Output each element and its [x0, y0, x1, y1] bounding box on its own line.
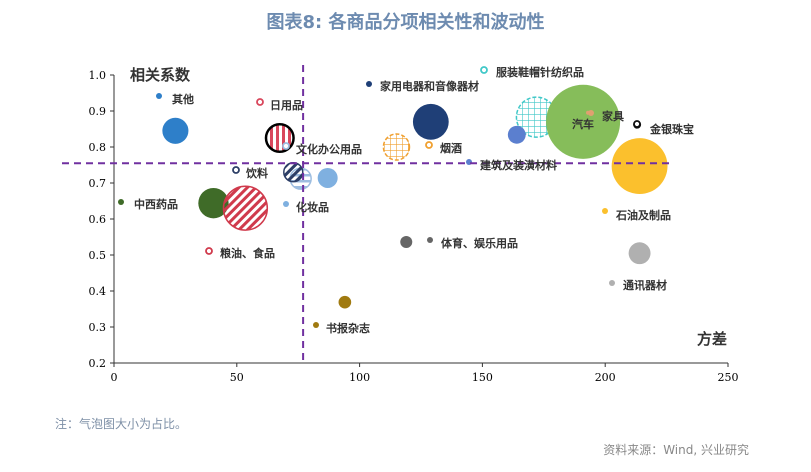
source-note: 资料来源：Wind, 兴业研究: [603, 443, 749, 457]
bubble-饮料: [283, 161, 304, 183]
marker-其他: [156, 93, 162, 99]
label-中西药品: 中西药品: [134, 198, 178, 211]
x-tick-label: 50: [230, 371, 244, 384]
label-日用品: 日用品: [270, 99, 303, 112]
marker-化妆品: [283, 201, 289, 207]
marker-通讯器材: [609, 280, 615, 286]
y-tick-label: 0.6: [89, 213, 107, 226]
marker-烟酒: [425, 141, 433, 149]
bubble-其他: [162, 117, 189, 144]
marker-家用电器和音像器材: [366, 81, 372, 87]
bubble-烟酒: [382, 133, 411, 161]
marker-饮料: [232, 166, 240, 174]
footnote: 注：气泡图大小为占比。: [55, 417, 188, 431]
y-tick-label: 0.7: [89, 177, 107, 190]
bubble-建筑及装潢材料: [507, 125, 526, 144]
label-文化办公用品: 文化办公用品: [296, 143, 362, 156]
y-tick-label: 1.0: [89, 69, 107, 82]
y-tick-label: 0.2: [89, 357, 107, 370]
y-tick-label: 0.3: [89, 321, 107, 334]
bubble-粮油、食品: [222, 185, 269, 231]
y-tick-label: 0.4: [89, 285, 107, 298]
label-烟酒: 烟酒: [440, 142, 462, 155]
marker-书报杂志: [313, 322, 319, 328]
label-金银珠宝: 金银珠宝: [650, 123, 694, 136]
label-汽车: 汽车: [572, 118, 594, 131]
x-tick-label: 250: [718, 371, 739, 384]
bubble-化妆品: [317, 167, 338, 188]
marker-日用品: [256, 98, 264, 106]
x-tick-label: 150: [472, 371, 493, 384]
bubble-中西药品: [198, 187, 229, 219]
bubble-通讯器材: [628, 242, 651, 265]
label-通讯器材: 通讯器材: [623, 279, 667, 292]
marker-家具: [588, 110, 594, 116]
marker-金银珠宝: [633, 120, 641, 128]
label-家具: 家具: [602, 110, 624, 123]
x-axis-label: 方差: [697, 330, 728, 348]
marker-中西药品: [118, 199, 124, 205]
marker-体育、娱乐用品: [427, 237, 433, 243]
y-axis-label: 相关系数: [130, 66, 191, 84]
label-其他: 其他: [172, 93, 194, 106]
marker-石油及制品: [602, 208, 608, 214]
x-tick-label: 0: [111, 371, 118, 384]
x-tick-label: 100: [349, 371, 370, 384]
bubble-书报杂志: [338, 295, 352, 309]
label-饮料: 饮料: [246, 167, 268, 180]
bubble-体育、娱乐用品: [400, 236, 413, 249]
label-化妆品: 化妆品: [296, 201, 329, 214]
bubble-家用电器和音像器材: [412, 103, 449, 140]
y-tick-label: 0.8: [89, 141, 107, 154]
label-家用电器: 家用电器和音像器材: [380, 80, 479, 93]
label-粮油食品: 粮油、食品: [220, 247, 275, 260]
marker-粮油、食品: [205, 247, 213, 255]
marker-文化办公用品: [282, 142, 290, 150]
y-tick-label: 0.5: [89, 249, 107, 262]
label-石油: 石油及制品: [616, 209, 671, 222]
label-书报杂志: 书报杂志: [326, 322, 370, 335]
chart-title: 图表8: 各商品分项相关性和波动性: [266, 12, 545, 33]
bubble-石油及制品: [611, 138, 668, 195]
label-体育: 体育、娱乐用品: [441, 237, 518, 250]
label-建筑: 建筑及装潢材料: [480, 159, 557, 172]
y-tick-label: 0.9: [89, 105, 107, 118]
bubble-汽车: [546, 84, 621, 159]
x-tick-label: 200: [595, 371, 616, 384]
marker-服装鞋帽针纺织品: [480, 66, 488, 74]
label-服装: 服装鞋帽针纺织品: [496, 66, 584, 79]
